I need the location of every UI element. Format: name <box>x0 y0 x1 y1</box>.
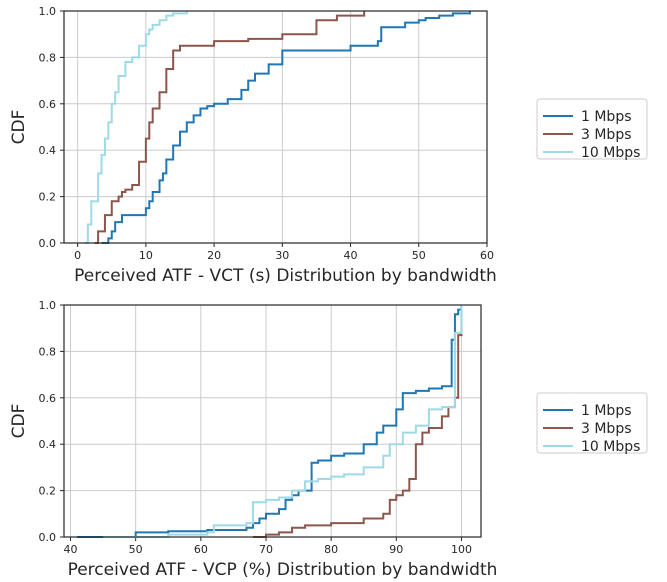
legend-box <box>536 98 648 160</box>
x-tick-label: 80 <box>324 543 338 556</box>
x-tick-label: 40 <box>344 249 358 262</box>
series-line-3-mbps <box>252 305 463 538</box>
legend-label: 10 Mbps <box>581 439 640 455</box>
y-tick-label: 0.4 <box>39 144 57 157</box>
x-tick-label: 70 <box>259 543 273 556</box>
x-tick-label: 20 <box>207 249 221 262</box>
x-tick-label: 90 <box>389 543 403 556</box>
x-tick-label: 40 <box>64 543 78 556</box>
y-tick-label: 0.6 <box>39 392 57 405</box>
y-tick-label: 0.2 <box>39 191 57 204</box>
legend: 1 Mbps 3 Mbps 10 Mbps <box>536 392 648 455</box>
series-line-1-mbps <box>101 11 471 244</box>
legend-label: 10 Mbps <box>581 145 640 161</box>
legend: 1 Mbps 3 Mbps 10 Mbps <box>536 98 648 161</box>
plot-frame <box>63 304 482 538</box>
x-tick-label: 30 <box>275 249 289 262</box>
y-axis-label: CDF <box>9 110 29 145</box>
legend-label: 1 Mbps <box>581 403 632 419</box>
x-tick-label: 60 <box>480 249 494 262</box>
plot-frame <box>63 10 488 244</box>
chart-panel-1: 0 10 20 30 40 50 60 0.0 0.2 0.4 0.6 0.8 1.0 Perceived… <box>9 5 648 286</box>
y-tick-label: 0.4 <box>39 438 57 451</box>
y-tick-label: 0.8 <box>39 345 57 358</box>
series-line-10-mbps <box>84 11 188 244</box>
y-tick-label: 0.0 <box>39 237 57 250</box>
legend-label: 1 Mbps <box>581 109 632 125</box>
x-tick-label: 10 <box>139 249 153 262</box>
x-axis-label: Perceived ATF - VCT (s) Distribution by … <box>74 266 497 286</box>
chart-panel-2: 40 50 60 70 80 90 100 0.0 0.2 0.4 0.6 0.8 1.0 Perceiv… <box>9 299 648 580</box>
x-tick-label: 50 <box>129 543 143 556</box>
x-axis-label: Perceived ATF - VCP (%) Distribution by … <box>68 560 498 580</box>
series-line-1-mbps <box>77 305 463 538</box>
y-tick-label: 1.0 <box>39 299 57 312</box>
series-line-10-mbps <box>103 305 463 538</box>
series-line-3-mbps <box>94 11 366 244</box>
y-tick-label: 1.0 <box>39 5 57 18</box>
x-tick-label: 0 <box>74 249 81 262</box>
x-tick-label: 100 <box>451 543 472 556</box>
y-tick-label: 0.8 <box>39 51 57 64</box>
legend-box <box>536 392 648 454</box>
y-axis-label: CDF <box>9 404 29 439</box>
x-tick-label: 50 <box>412 249 426 262</box>
y-tick-label: 0.0 <box>39 531 57 544</box>
legend-label: 3 Mbps <box>581 421 632 437</box>
y-tick-label: 0.6 <box>39 98 57 111</box>
x-tick-label: 60 <box>194 543 208 556</box>
legend-label: 3 Mbps <box>581 127 632 143</box>
y-tick-label: 0.2 <box>39 485 57 498</box>
